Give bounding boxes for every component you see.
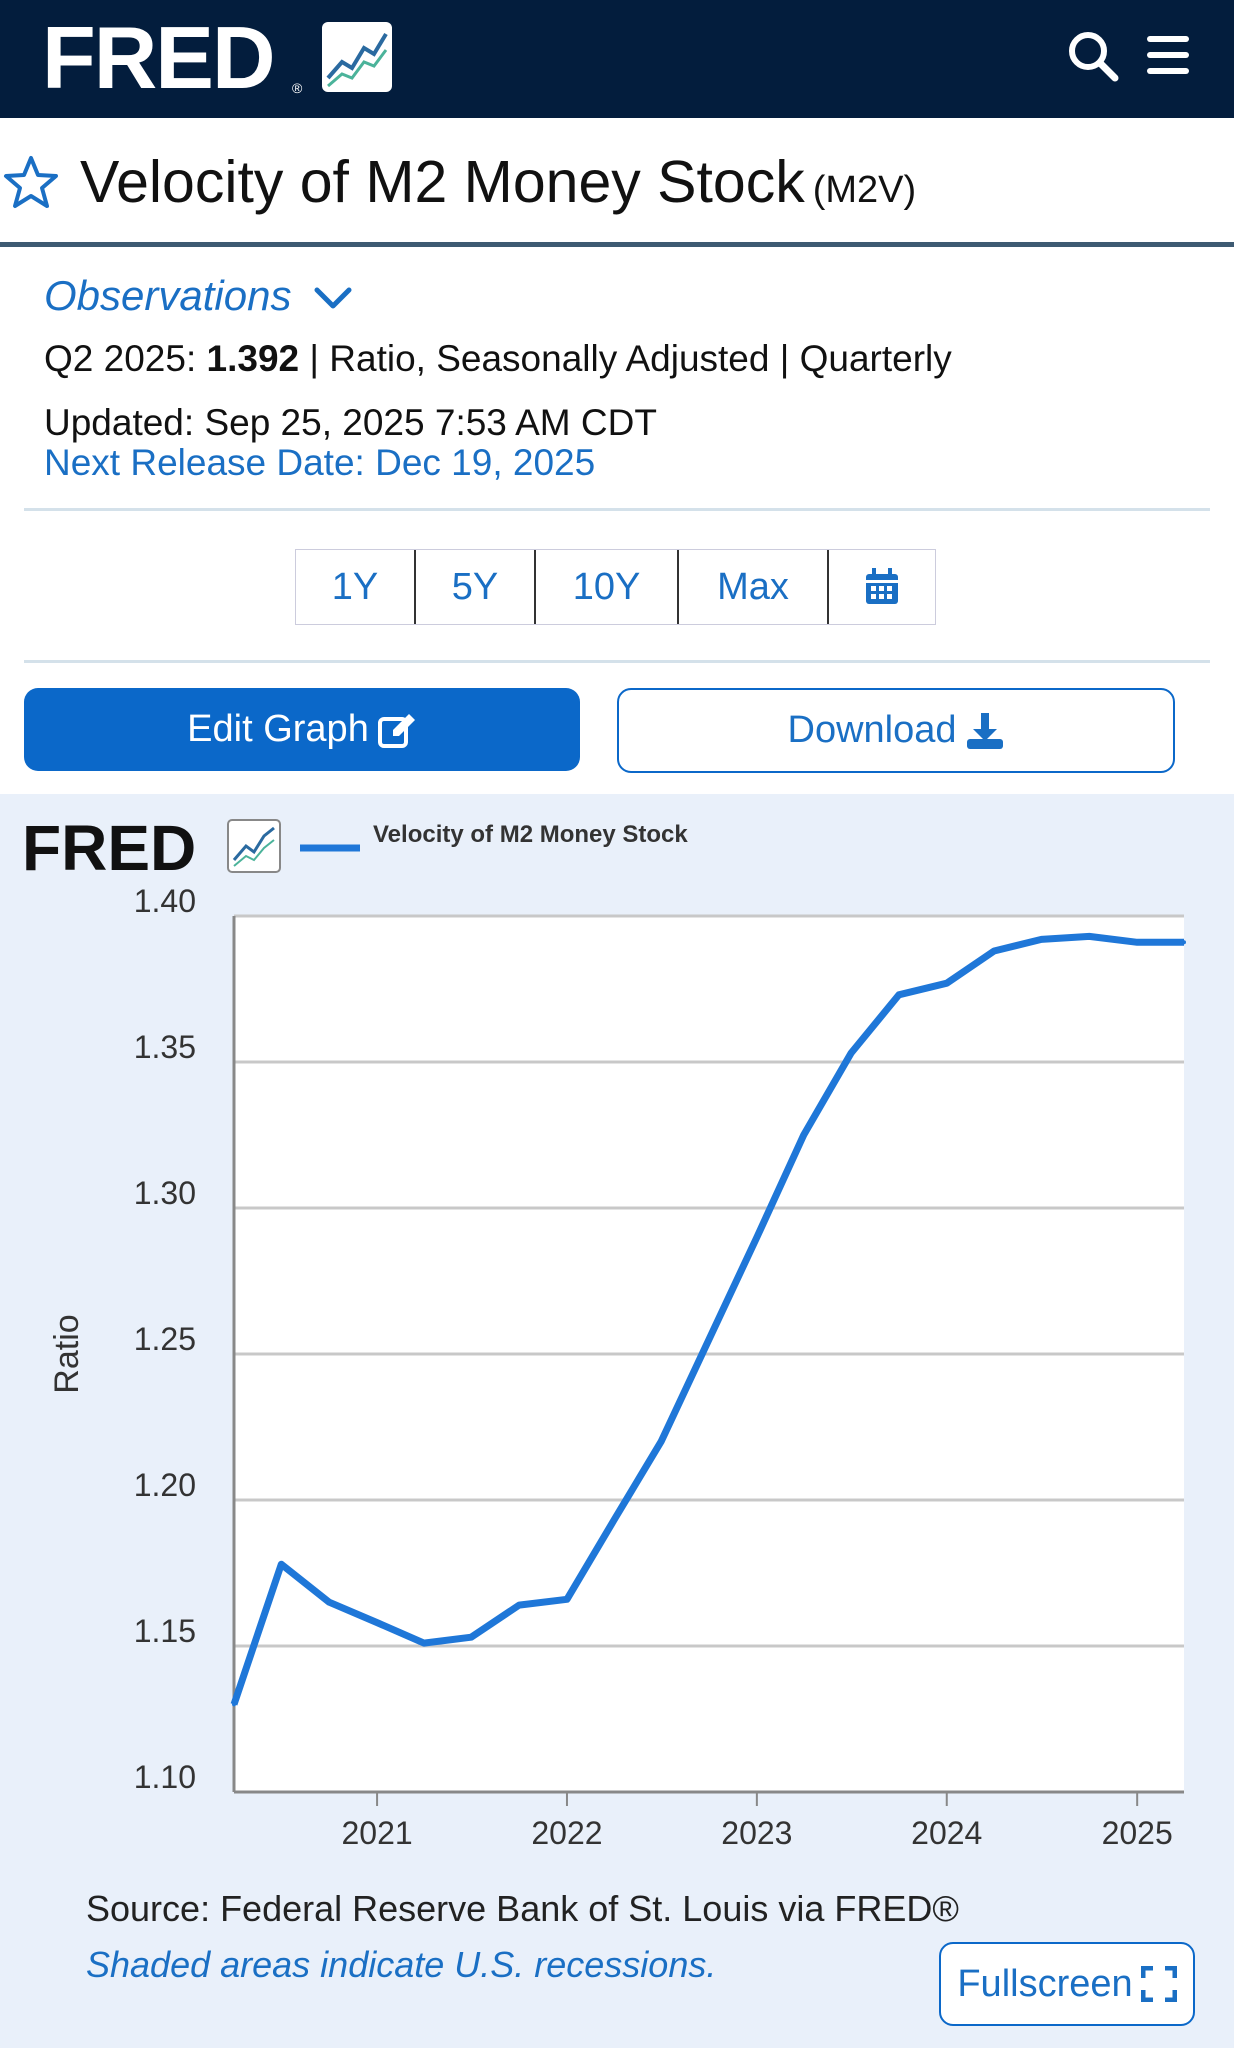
y-tick-label: 1.10	[134, 1759, 196, 1795]
hamburger-menu-icon[interactable]	[1143, 30, 1193, 80]
legend-label: Velocity of M2 Money Stock	[373, 821, 688, 848]
data-point[interactable]	[707, 1337, 711, 1342]
observation-period: Q2 2025:	[44, 338, 197, 379]
data-point[interactable]	[1182, 940, 1186, 945]
chart-fred-logo: FRED	[22, 812, 196, 884]
download-button[interactable]: Download	[617, 688, 1175, 773]
series-points	[232, 934, 1186, 1707]
y-tick-label: 1.20	[134, 1467, 196, 1503]
data-point[interactable]	[1039, 937, 1044, 942]
title-divider	[0, 242, 1234, 247]
x-axis-ticks: 2021 2022 2023 2024 2025	[341, 1792, 1173, 1851]
data-point[interactable]	[1135, 940, 1140, 945]
divider	[24, 660, 1210, 663]
page-title: Velocity of M2 Money Stock (M2V)	[80, 148, 916, 216]
observations-toggle[interactable]: Observations	[44, 272, 353, 320]
observation-units: | Ratio, Seasonally Adjusted | Quarterly	[309, 338, 952, 379]
y-tick-label: 1.40	[134, 883, 196, 919]
data-point[interactable]	[992, 949, 997, 954]
recession-note-link[interactable]: Shaded areas indicate U.S. recessions.	[86, 1944, 717, 1985]
y-tick-label: 1.15	[134, 1613, 196, 1649]
fullscreen-label: Fullscreen	[957, 1962, 1133, 2005]
y-tick-label: 1.30	[134, 1175, 196, 1211]
data-point[interactable]	[801, 1133, 806, 1137]
fullscreen-icon	[1140, 1966, 1177, 2002]
y-tick-label: 1.25	[134, 1321, 196, 1357]
top-navigation-bar: FRED ®	[0, 0, 1234, 118]
search-icon[interactable]	[1065, 28, 1121, 84]
calendar-icon[interactable]	[829, 550, 935, 624]
data-point[interactable]	[469, 1635, 474, 1640]
data-point[interactable]	[421, 1641, 426, 1646]
data-point[interactable]	[944, 981, 949, 986]
observations-label: Observations	[44, 272, 292, 319]
y-axis-ticks: 1.10 1.15 1.20 1.25 1.30 1.35 1.40	[134, 883, 196, 1795]
divider	[24, 508, 1210, 511]
x-tick-label: 2023	[721, 1815, 792, 1851]
edit-graph-label: Edit Graph	[187, 708, 369, 750]
data-point[interactable]	[375, 1620, 380, 1625]
range-10y-button[interactable]: 10Y	[536, 550, 679, 624]
range-1y-button[interactable]: 1Y	[296, 550, 416, 624]
chevron-down-icon	[314, 287, 352, 309]
observation-value: 1.392	[206, 338, 300, 379]
fred-logo[interactable]: FRED	[42, 8, 276, 107]
data-point[interactable]	[232, 1702, 236, 1707]
latest-observation: Q2 2025: 1.392 | Ratio, Seasonally Adjus…	[44, 338, 952, 380]
data-point[interactable]	[659, 1439, 664, 1444]
data-point[interactable]	[754, 1235, 759, 1240]
edit-icon	[377, 713, 415, 748]
range-max-button[interactable]: Max	[679, 550, 829, 624]
x-tick-label: 2025	[1102, 1815, 1173, 1851]
updated-timestamp: Updated: Sep 25, 2025 7:53 AM CDT	[44, 402, 657, 443]
series-title: Velocity of M2 Money Stock	[80, 149, 805, 215]
data-point[interactable]	[849, 1051, 854, 1056]
y-axis-label: Ratio	[48, 1314, 86, 1393]
date-range-selector: 1Y 5Y 10Y Max	[295, 549, 936, 625]
data-point[interactable]	[517, 1603, 522, 1608]
x-tick-label: 2021	[341, 1815, 412, 1851]
fullscreen-button[interactable]: Fullscreen	[939, 1942, 1195, 2026]
data-point[interactable]	[611, 1518, 616, 1523]
download-label: Download	[787, 709, 957, 751]
fred-logo-chart-icon[interactable]	[322, 22, 392, 92]
chart-logo-icon	[227, 819, 281, 873]
data-point[interactable]	[1087, 934, 1092, 939]
data-point[interactable]	[564, 1597, 569, 1602]
x-tick-label: 2024	[911, 1815, 982, 1851]
data-point[interactable]	[896, 992, 901, 997]
chart-source: Source: Federal Reserve Bank of St. Loui…	[86, 1888, 959, 1929]
x-tick-label: 2022	[531, 1815, 602, 1851]
data-point[interactable]	[327, 1600, 332, 1605]
range-5y-button[interactable]: 5Y	[416, 550, 536, 624]
logo-registered-mark: ®	[292, 80, 303, 96]
data-point[interactable]	[279, 1562, 284, 1567]
next-release-link[interactable]: Next Release Date: Dec 19, 2025	[44, 442, 596, 483]
favorite-star-icon[interactable]	[2, 154, 60, 212]
series-code: (M2V)	[812, 169, 917, 211]
download-icon	[966, 712, 1003, 749]
m2v-line-chart[interactable]: FRED Velocity of M2 Money Stock 1.10 1.15…	[0, 794, 1234, 1874]
edit-graph-button[interactable]: Edit Graph	[24, 688, 580, 771]
y-tick-label: 1.35	[134, 1029, 196, 1065]
